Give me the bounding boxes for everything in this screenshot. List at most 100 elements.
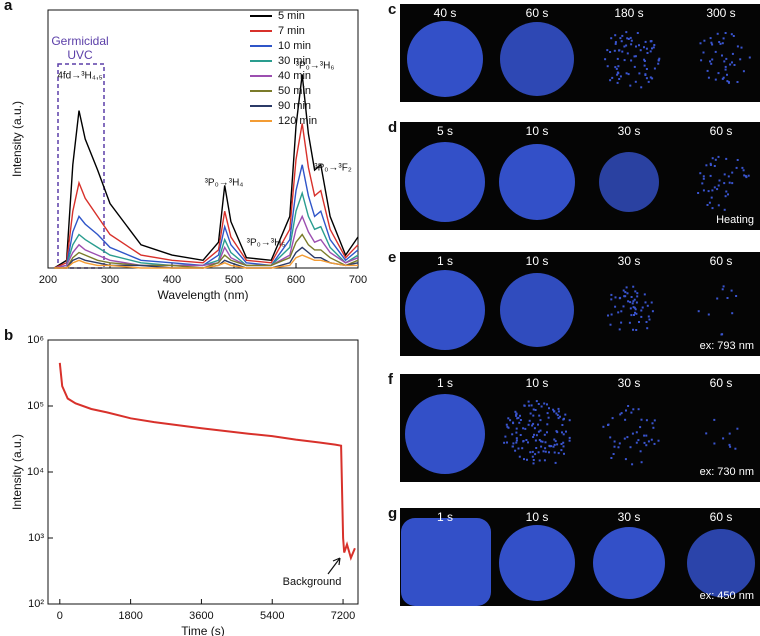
annotation: Background	[283, 576, 342, 588]
speckle	[643, 58, 646, 61]
speckle	[731, 312, 734, 315]
speckle	[516, 417, 519, 420]
speckle	[626, 52, 629, 55]
legend-label: 50 min	[278, 85, 311, 97]
speckle	[618, 328, 621, 331]
speckle	[727, 81, 730, 83]
speckle	[741, 166, 744, 169]
speckle	[553, 443, 556, 446]
speckle	[727, 175, 730, 178]
speckle	[652, 46, 655, 49]
speckle	[653, 67, 656, 70]
speckle	[724, 65, 727, 68]
speckle	[706, 204, 709, 206]
time-label: 60 s	[710, 510, 733, 524]
speckle	[646, 304, 649, 307]
speckle	[702, 175, 705, 178]
speckle	[637, 408, 640, 411]
speckle	[731, 182, 734, 185]
speckle	[645, 419, 648, 422]
speckle	[640, 418, 643, 421]
speckle	[658, 57, 661, 60]
speckle	[512, 442, 515, 445]
speckle	[506, 441, 508, 444]
speckle	[718, 41, 721, 43]
speckle	[632, 328, 634, 331]
speckle	[706, 69, 709, 72]
speckle	[716, 297, 719, 300]
speckle	[630, 39, 633, 42]
time-label: 1 s	[437, 376, 453, 390]
y-tick-label: 10³	[28, 532, 44, 544]
time-label: 10 s	[526, 254, 549, 268]
speckle	[534, 453, 537, 456]
speckle	[614, 296, 617, 299]
x-tick-label: 0	[57, 610, 63, 622]
speckle	[607, 423, 610, 426]
speckle	[636, 292, 639, 295]
speckle	[740, 46, 743, 49]
legend-label: 120 min	[278, 115, 317, 127]
speckle	[622, 305, 625, 308]
speckle	[529, 412, 532, 415]
speckle	[568, 419, 571, 422]
speckle	[622, 289, 625, 292]
series-line	[53, 74, 359, 269]
time-label: 60 s	[710, 376, 733, 390]
speckle	[626, 37, 629, 40]
speckle	[531, 450, 534, 453]
legend-label: 5 min	[278, 10, 305, 22]
speckle	[561, 431, 563, 434]
speckle	[550, 445, 553, 448]
speckle	[515, 439, 518, 442]
speckle	[544, 447, 547, 450]
speckle	[617, 65, 620, 68]
annotation: ³P₀→³H₄	[205, 178, 244, 189]
speckle	[747, 174, 750, 177]
speckle	[638, 72, 641, 75]
speckle	[649, 76, 652, 79]
speckle	[643, 441, 646, 444]
x-tick-label: 500	[225, 274, 243, 286]
spot	[500, 22, 574, 96]
speckle	[635, 329, 638, 331]
speckle	[568, 436, 571, 439]
speckle	[717, 184, 720, 187]
speckle	[635, 301, 638, 304]
speckle	[653, 44, 656, 46]
y-tick-label: 10⁵	[27, 400, 44, 412]
speckle	[512, 422, 515, 425]
speckle	[546, 403, 548, 406]
speckle	[726, 80, 729, 83]
time-label: 30 s	[618, 124, 641, 138]
speckle	[708, 201, 711, 204]
series-line	[54, 233, 359, 269]
speckle	[713, 418, 716, 421]
legend-label: 40 min	[278, 70, 311, 82]
speckle	[635, 441, 638, 444]
image-note: Heating	[716, 214, 754, 226]
speckle	[631, 432, 634, 435]
speckle	[625, 72, 628, 75]
speckle	[555, 412, 558, 415]
speckle	[625, 44, 628, 47]
legend-label: 30 min	[278, 55, 311, 67]
speckle	[717, 72, 720, 75]
time-label: 180 s	[614, 6, 643, 20]
speckle	[638, 44, 640, 47]
speckle	[634, 55, 637, 58]
speckle	[613, 440, 616, 443]
speckle	[725, 157, 728, 160]
speckle	[639, 450, 642, 453]
speckle	[565, 430, 567, 433]
speckle	[729, 445, 732, 448]
speckle	[723, 182, 726, 185]
speckle	[635, 312, 638, 315]
spot	[407, 21, 483, 97]
speckle	[538, 414, 541, 417]
speckle	[719, 42, 722, 45]
speckle	[643, 46, 645, 49]
speckle	[553, 451, 556, 454]
speckle	[623, 45, 626, 48]
panel-label: g	[388, 505, 397, 522]
